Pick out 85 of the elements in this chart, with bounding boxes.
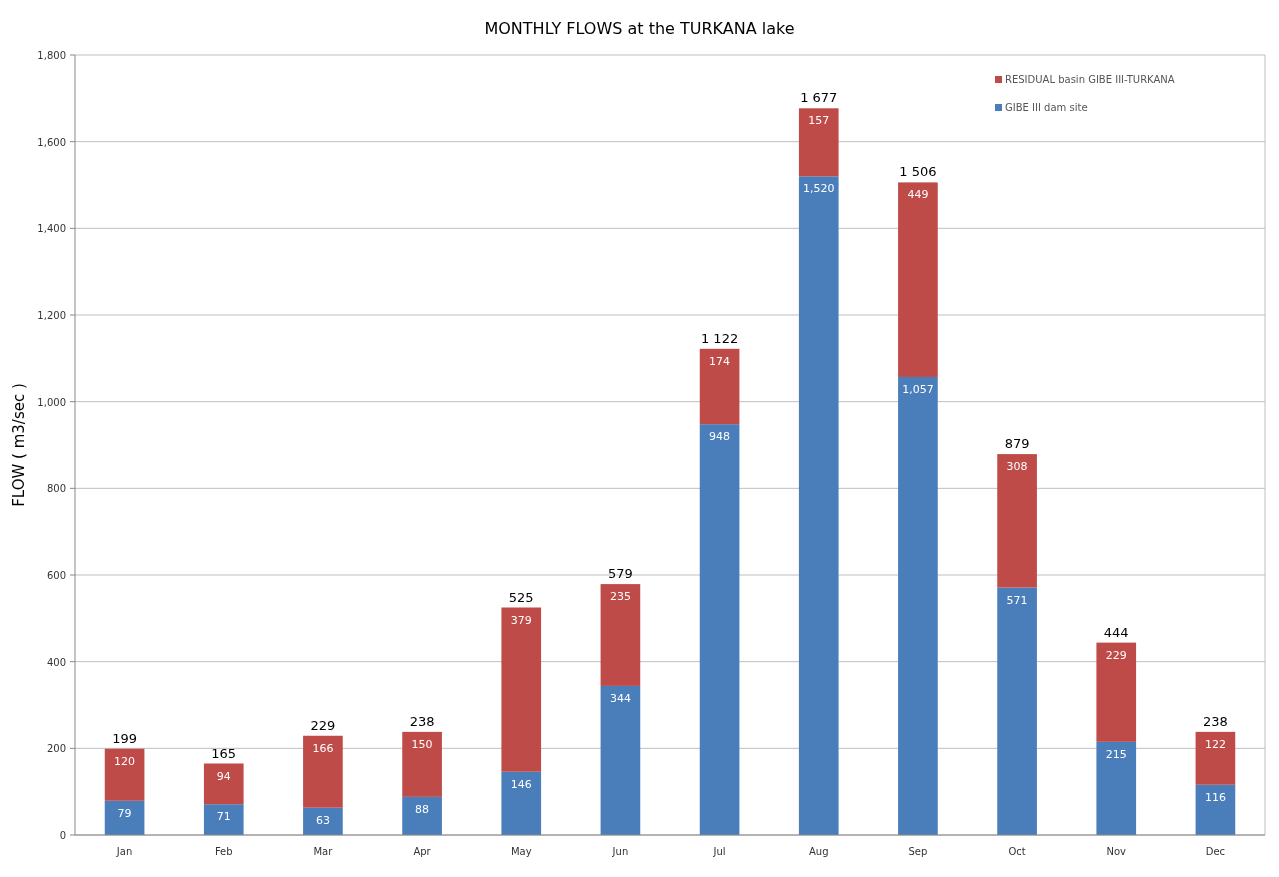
bar	[104, 800, 145, 835]
total-label: 238	[1203, 713, 1228, 729]
y-tick-label: 1,800	[37, 50, 66, 61]
y-tick-label: 800	[46, 483, 66, 495]
total-label: 1 677	[800, 90, 838, 106]
bar	[600, 584, 641, 686]
data-label: 157	[808, 114, 830, 128]
total-label: 238	[409, 713, 435, 729]
x-tick-label: Apr	[413, 846, 432, 857]
bar	[699, 348, 740, 425]
y-tick-label: 600	[46, 570, 66, 581]
legend-label: RESIDUAL basin GIBE III-TURKANA	[1005, 74, 1175, 85]
y-axis-title: FLOW ( m3/sec )	[10, 383, 28, 507]
data-label: 71	[216, 810, 231, 824]
bar	[898, 182, 938, 377]
y-tick-label: 1,400	[37, 223, 66, 235]
y-tick-label: 400	[46, 656, 66, 668]
x-tick-label: Jun	[611, 846, 629, 857]
bar	[898, 376, 938, 835]
chart-title: MONTHLY FLOWS at the TURKANA lake	[484, 19, 795, 38]
data-label: 379	[510, 613, 532, 627]
data-label: 120	[114, 754, 136, 768]
total-label: 165	[211, 745, 237, 761]
total-label: 579	[608, 566, 633, 582]
total-label: 525	[508, 589, 534, 605]
data-label: 235	[609, 590, 631, 604]
total-label: 879	[1004, 436, 1030, 452]
data-label: 948	[709, 430, 731, 444]
x-tick-label: Mar	[313, 846, 334, 857]
total-label: 1 506	[899, 164, 937, 180]
x-tick-label: Aug	[808, 846, 829, 857]
y-tick-label: 1,600	[37, 136, 66, 148]
bar	[402, 731, 442, 797]
data-label: 1,057	[902, 382, 934, 396]
data-label: 1,520	[803, 182, 835, 196]
data-label: 88	[415, 802, 430, 816]
bar	[1195, 784, 1236, 835]
data-label: 344	[609, 691, 631, 705]
data-label: 449	[907, 188, 929, 202]
total-label: 229	[310, 717, 336, 733]
total-label: 444	[1103, 624, 1129, 640]
data-label: 63	[315, 813, 330, 827]
bar	[501, 607, 542, 772]
data-label: 174	[709, 354, 731, 368]
data-label: 122	[1204, 737, 1226, 751]
bar	[1195, 731, 1236, 785]
y-tick-label: 1,200	[37, 310, 66, 321]
data-label: 229	[1105, 648, 1127, 662]
bar	[203, 763, 244, 805]
data-label: 571	[1006, 593, 1028, 607]
x-tick-label: Oct	[1008, 846, 1026, 857]
data-label: 215	[1105, 747, 1127, 761]
y-tick-label: 1,000	[37, 396, 66, 408]
bar	[699, 424, 740, 835]
data-label: 146	[510, 777, 532, 791]
bar	[501, 771, 542, 835]
bar	[203, 804, 244, 835]
total-label: 199	[112, 730, 137, 746]
x-tick-label: Sep	[908, 846, 928, 857]
total-label: 1 122	[700, 330, 739, 346]
bar	[997, 454, 1037, 588]
bar	[402, 796, 442, 835]
bar	[303, 735, 343, 808]
bar	[1096, 741, 1137, 835]
x-tick-label: Feb	[214, 846, 233, 857]
x-tick-label: Jul	[712, 846, 726, 857]
data-label: 94	[216, 769, 231, 783]
data-label: 166	[312, 741, 334, 755]
x-tick-label: Dec	[1205, 846, 1226, 857]
x-tick-label: Nov	[1106, 846, 1127, 857]
data-label: 79	[117, 806, 132, 820]
x-tick-label: Jan	[115, 846, 133, 857]
y-tick-label: 200	[46, 743, 66, 755]
bar	[997, 587, 1037, 835]
bar	[798, 108, 839, 177]
x-tick-label: May	[510, 846, 532, 857]
legend-label: GIBE III dam site	[1005, 102, 1088, 113]
data-label: 150	[411, 737, 433, 751]
data-label: 116	[1204, 790, 1226, 804]
bar	[1096, 642, 1137, 742]
bar	[104, 748, 145, 801]
y-tick-label: 0	[59, 830, 66, 841]
data-label: 308	[1006, 460, 1028, 474]
bar	[600, 685, 641, 835]
bar	[798, 176, 839, 835]
